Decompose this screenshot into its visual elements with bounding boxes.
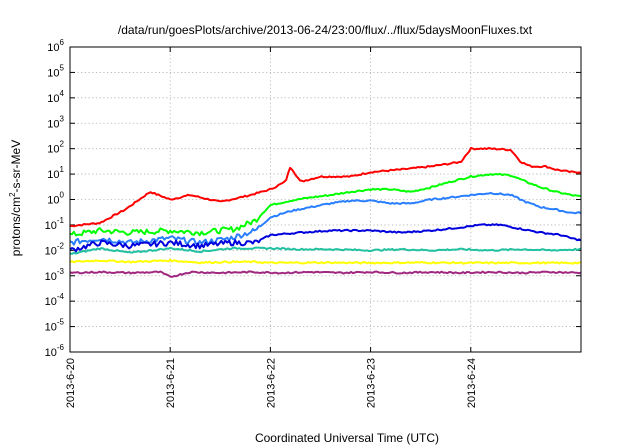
- y-tick-exponent: 3: [60, 114, 65, 123]
- y-tick-exponent: 2: [60, 140, 65, 149]
- x-tick-label: 2013-6-21: [165, 358, 177, 408]
- series-line: [69, 147, 582, 228]
- y-tick-exponent: -5: [57, 318, 65, 327]
- y-tick-label: 103: [47, 114, 64, 130]
- y-axis-label: protons/cm2-s-sr-MeV: [8, 140, 23, 256]
- y-tick-label: 105: [47, 63, 64, 79]
- y-tick-base: 10: [45, 296, 57, 308]
- y-axis-label-part-1: protons/cm: [9, 197, 23, 256]
- y-tick-exponent: -6: [57, 343, 65, 352]
- y-tick-exponent: 4: [60, 89, 65, 98]
- x-axis-label: Coordinated Universal Time (UTC): [255, 431, 439, 445]
- y-axis-label-part-2: -s-sr-MeV: [9, 140, 23, 193]
- y-axis-label-exponent: 2: [8, 192, 17, 197]
- series-lines: [69, 147, 582, 278]
- y-tick-base: 10: [47, 118, 59, 130]
- x-tick-labels: 2013-6-20 2013-6-21 2013-6-22 2013-6-23 2013…: [65, 358, 478, 408]
- x-tick-label: 2013-6-20: [65, 358, 77, 408]
- chart-title: /data/run/goesPlots/archive/2013-06-24/2…: [118, 23, 533, 37]
- series-line: [69, 258, 582, 265]
- y-tick-base: 10: [47, 169, 59, 181]
- y-tick-label: 10-1: [45, 216, 65, 232]
- y-tick-base: 10: [45, 271, 57, 283]
- y-tick-base: 10: [47, 93, 59, 105]
- y-tick-exponent: 0: [60, 191, 65, 200]
- series-line: [70, 246, 582, 255]
- y-tick-label: 100: [47, 191, 64, 207]
- y-tick-exponent: 1: [60, 165, 65, 174]
- series-line: [69, 270, 582, 278]
- y-tick-base: 10: [45, 220, 57, 232]
- series-line: [69, 223, 582, 253]
- y-tick-exponent: 6: [60, 38, 65, 47]
- y-tick-exponent: -2: [57, 241, 65, 250]
- x-tick-label: 2013-6-22: [265, 358, 277, 408]
- y-tick-label: 101: [47, 165, 64, 181]
- series-line: [69, 191, 582, 246]
- y-tick-label: 10-6: [45, 343, 65, 359]
- y-tick-base: 10: [45, 245, 57, 257]
- y-tick-exponent: -3: [57, 267, 65, 276]
- y-tick-base: 10: [47, 42, 59, 54]
- y-tick-base: 10: [47, 144, 59, 156]
- y-tick-label: 10-3: [45, 267, 65, 283]
- y-tick-label: 10-2: [45, 241, 65, 257]
- y-tick-label: 106: [47, 38, 64, 54]
- y-tick-label: 104: [47, 89, 64, 105]
- y-tick-base: 10: [45, 347, 57, 359]
- y-tick-label: 10-5: [45, 318, 65, 334]
- y-tick-base: 10: [47, 195, 59, 207]
- x-tick-label: 2013-6-24: [466, 358, 478, 408]
- y-tick-labels: 10-610-510-410-310-210-11001011021031041…: [45, 38, 65, 359]
- plot-frame: [69, 46, 582, 353]
- y-tick-base: 10: [45, 322, 57, 334]
- x-tick-label: 2013-6-23: [366, 358, 378, 408]
- series-line: [69, 173, 582, 237]
- grid: [69, 46, 581, 353]
- y-tick-exponent: -4: [57, 292, 65, 301]
- y-tick-exponent: -1: [57, 216, 65, 225]
- y-tick-exponent: 5: [60, 63, 65, 72]
- y-tick-base: 10: [47, 67, 59, 79]
- y-tick-label: 102: [47, 140, 64, 156]
- y-tick-label: 10-4: [45, 292, 65, 308]
